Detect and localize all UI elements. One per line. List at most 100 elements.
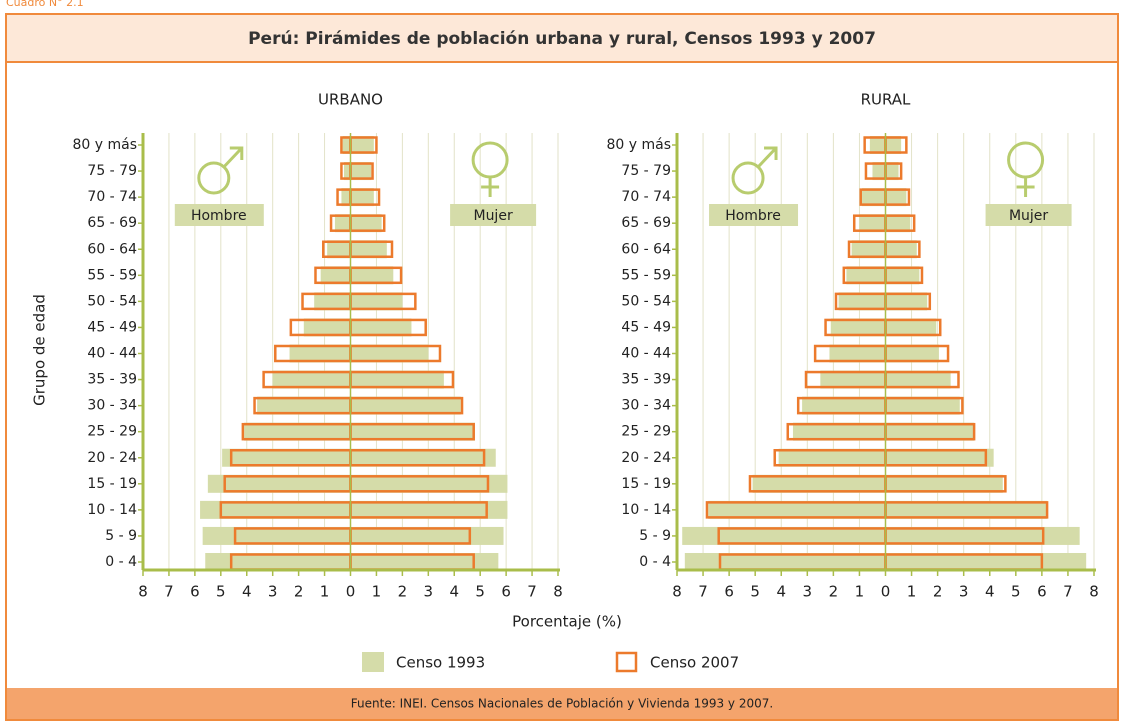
bar-male xyxy=(820,370,886,389)
male-label: Hombre xyxy=(191,208,247,224)
y-tick-label: 0 - 4 xyxy=(639,554,671,570)
y-tick-label: 40 - 44 xyxy=(621,346,671,362)
y-tick-label: 20 - 24 xyxy=(87,450,137,466)
x-tick-label: 5 xyxy=(1011,583,1021,601)
y-tick-label: 15 - 19 xyxy=(621,476,671,492)
x-tick-label: 6 xyxy=(724,583,734,601)
y-tick-label: 55 - 59 xyxy=(621,267,671,283)
bar-female xyxy=(885,214,911,233)
bar-male xyxy=(862,188,886,207)
bar-female xyxy=(350,136,374,154)
female-label: Mujer xyxy=(1009,208,1048,224)
x-tick-label: 7 xyxy=(1063,583,1073,601)
x-tick-label: 4 xyxy=(242,583,252,601)
legend-label: Censo 2007 xyxy=(650,654,739,672)
male-symbol xyxy=(197,161,231,195)
frame xyxy=(5,13,1119,721)
x-tick-label: 8 xyxy=(672,583,682,601)
female-symbol-cross xyxy=(1016,177,1035,197)
x-tick-label: 1 xyxy=(320,583,330,601)
y-tick-label: 25 - 29 xyxy=(621,424,671,440)
y-tick-label: 80 y más xyxy=(72,137,137,153)
bar-female xyxy=(350,500,508,519)
x-tick-label: 4 xyxy=(985,583,995,601)
x-axis-label: Porcentaje (%) xyxy=(512,613,622,631)
x-tick-label: 3 xyxy=(424,583,434,601)
bar-male xyxy=(872,162,886,181)
bar-male xyxy=(320,266,351,285)
x-tick-label: 5 xyxy=(216,583,226,601)
y-tick-label: 45 - 49 xyxy=(87,319,137,335)
source: Fuente: INEI. Censos Nacionales de Pobla… xyxy=(351,697,773,711)
bar-female xyxy=(885,188,907,207)
bar-male xyxy=(327,240,351,259)
bar-male xyxy=(869,136,886,154)
footer-bar xyxy=(7,688,1117,719)
y-axis-label: Grupo de edad xyxy=(31,294,49,406)
x-tick-label: 8 xyxy=(1089,583,1099,601)
x-tick-label: 4 xyxy=(449,583,459,601)
bar-female xyxy=(350,162,372,181)
y-tick-label: 65 - 69 xyxy=(621,215,671,231)
x-tick-label: 6 xyxy=(190,583,200,601)
male-label-box xyxy=(709,204,799,226)
female-label: Mujer xyxy=(473,208,512,224)
bar-female xyxy=(350,266,394,285)
bar-male xyxy=(272,370,351,389)
x-tick-label: 0 xyxy=(881,583,891,601)
x-tick-label: 1 xyxy=(372,583,382,601)
bar-female xyxy=(885,266,920,285)
bar-male xyxy=(334,214,351,233)
legend-label: Censo 1993 xyxy=(396,654,485,672)
chart-title: Perú: Pirámides de población urbana y ru… xyxy=(248,29,876,49)
female-label-box xyxy=(985,204,1072,226)
bar-female xyxy=(350,526,504,545)
bar-male xyxy=(244,422,351,441)
x-tick-label: 3 xyxy=(268,583,278,601)
y-tick-label: 25 - 29 xyxy=(87,424,137,440)
bar-male xyxy=(682,526,886,545)
bar-female xyxy=(885,370,951,389)
bar-female xyxy=(885,318,937,337)
male-symbol xyxy=(731,161,765,195)
y-tick-label: 60 - 64 xyxy=(87,241,137,257)
y-tick-label: 70 - 74 xyxy=(87,189,137,205)
bar-female xyxy=(350,240,387,259)
y-tick-label: 60 - 64 xyxy=(621,241,671,257)
bar-female xyxy=(350,370,444,389)
bar-male xyxy=(257,396,351,415)
bar-female xyxy=(350,474,508,493)
bar-female xyxy=(885,240,917,259)
y-tick-label: 30 - 34 xyxy=(621,398,671,414)
bar-female xyxy=(885,162,899,181)
bar-male xyxy=(303,318,351,337)
y-tick-label: 35 - 39 xyxy=(621,372,671,388)
x-tick-label: 2 xyxy=(398,583,408,601)
bar-male xyxy=(684,553,886,571)
y-tick-label: 0 - 4 xyxy=(105,554,137,570)
bar-male xyxy=(752,474,886,493)
x-tick-label: 8 xyxy=(553,583,563,601)
male-label: Hombre xyxy=(725,208,781,224)
bar-female xyxy=(350,318,412,337)
bar-male xyxy=(851,240,886,259)
y-tick-label: 50 - 54 xyxy=(621,293,671,309)
panel-title: URBANO xyxy=(318,91,383,109)
female-symbol-cross xyxy=(481,177,500,197)
y-tick-label: 10 - 14 xyxy=(87,502,137,518)
bar-male xyxy=(708,500,886,519)
x-tick-label: 3 xyxy=(803,583,813,601)
bar-male xyxy=(289,344,351,363)
bar-female xyxy=(350,214,382,233)
bar-male xyxy=(846,266,886,285)
bar-female xyxy=(885,526,1080,545)
bar-male xyxy=(792,422,886,441)
x-tick-label: 1 xyxy=(855,583,865,601)
x-tick-label: 1 xyxy=(907,583,917,601)
bar-male xyxy=(202,526,351,545)
x-tick-label: 3 xyxy=(959,583,969,601)
bar-male xyxy=(838,292,886,311)
x-tick-label: 8 xyxy=(138,583,148,601)
x-tick-label: 7 xyxy=(164,583,174,601)
